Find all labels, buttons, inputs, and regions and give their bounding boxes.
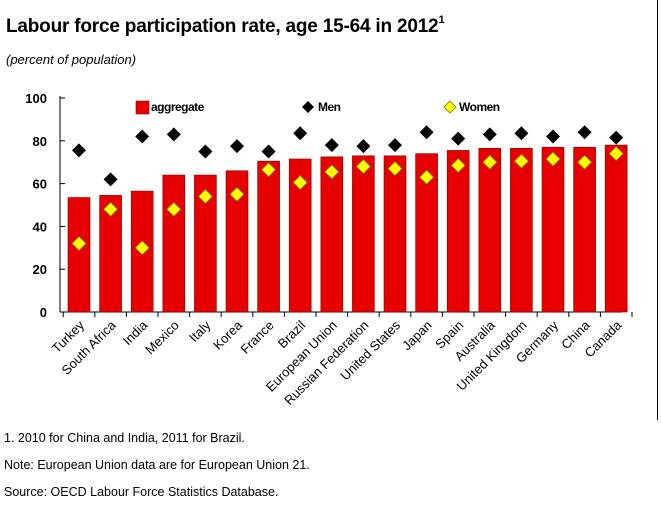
men-marker-south-africa [103, 172, 118, 187]
bar-united-kingdom [510, 147, 533, 313]
women-marker-brazil [292, 174, 308, 191]
y-tick-label: 60 [33, 177, 47, 192]
x-tick-label-mexico: Mexico [142, 318, 182, 358]
legend-men-label: Men [318, 100, 341, 114]
bar-japan [415, 153, 438, 313]
bar-italy [194, 174, 217, 313]
women-marker-united-states [387, 161, 403, 177]
footnote-note: Note: European Union data are for Europe… [4, 458, 310, 472]
bar-european-union [320, 156, 344, 313]
women-marker-australia [482, 154, 498, 170]
men-marker-japan [419, 125, 434, 140]
women-marker-spain [450, 157, 466, 173]
y-tick-label: 100 [25, 91, 47, 106]
men-marker-korea [230, 139, 244, 154]
women-marker-china [577, 154, 593, 170]
legend-men-marker [302, 101, 314, 113]
men-marker-spain [451, 131, 466, 146]
bar-korea [225, 170, 249, 313]
chart-title: Labour force participation rate, age 15-… [6, 14, 445, 38]
chart-legend: aggregate Men Women [135, 100, 500, 115]
men-marker-china [577, 125, 592, 140]
y-tick-label: 0 [40, 305, 47, 320]
bar-canada [604, 144, 628, 313]
bar-russian-federation [352, 155, 375, 313]
chart-title-footnote-marker: 1 [438, 14, 445, 26]
legend-aggregate-swatch [135, 100, 150, 115]
women-marker-south-africa [103, 201, 119, 217]
x-tick-label-france: France [237, 318, 276, 357]
men-marker-brazil [293, 126, 308, 141]
chart-title-text: Labour force participation rate, age 15-… [6, 16, 439, 37]
bar-spain [446, 150, 470, 313]
women-marker-canada [608, 146, 624, 162]
women-marker-korea [229, 186, 245, 202]
legend-women-label: Women [459, 100, 500, 114]
men-marker-italy [198, 144, 213, 159]
bar-united-states [383, 155, 407, 313]
women-marker-italy [197, 188, 213, 205]
men-marker-india [135, 129, 150, 144]
frame-border-right [657, 0, 658, 420]
y-tick-label: 40 [33, 219, 47, 234]
legend-women-marker [443, 100, 457, 114]
men-marker-turkey [72, 143, 86, 158]
bar-mexico [162, 174, 186, 313]
bar-brazil [288, 158, 312, 313]
marker-series [71, 125, 624, 256]
men-marker-canada [609, 130, 624, 145]
women-marker-japan [419, 169, 435, 185]
footnote-source: Source: OECD Labour Force Statistics Dat… [4, 485, 279, 499]
y-tick-label: 20 [33, 262, 47, 277]
footnote-1: 1. 2010 for China and India, 2011 for Br… [4, 431, 245, 445]
women-marker-india [134, 240, 150, 256]
men-marker-australia [482, 127, 497, 142]
women-marker-france [261, 162, 277, 178]
women-marker-united-kingdom [513, 153, 529, 169]
bar-china [573, 146, 596, 313]
bar-series [67, 144, 628, 313]
women-marker-russian-federation [355, 158, 371, 175]
bar-australia [478, 147, 502, 313]
men-marker-germany [546, 129, 560, 144]
bar-germany [541, 146, 565, 313]
women-marker-turkey [71, 235, 87, 252]
women-marker-european-union [324, 164, 340, 180]
legend-aggregate-label: aggregate [151, 100, 205, 114]
bar-france [257, 160, 280, 313]
chart-subtitle: (percent of population) [6, 52, 137, 67]
bar-south-africa [99, 195, 122, 313]
women-marker-germany [545, 151, 561, 167]
men-marker-united-kingdom [514, 126, 529, 141]
men-marker-france [261, 144, 276, 159]
x-tick-label-italy: Italy [186, 317, 214, 345]
bar-turkey [67, 197, 91, 313]
x-tick-label-japan: Japan [399, 318, 435, 354]
men-marker-russian-federation [356, 139, 371, 154]
men-marker-european-union [324, 138, 339, 153]
men-marker-united-states [388, 138, 402, 153]
women-marker-mexico [166, 201, 182, 217]
y-tick-label: 80 [33, 134, 47, 149]
men-marker-mexico [166, 127, 181, 142]
